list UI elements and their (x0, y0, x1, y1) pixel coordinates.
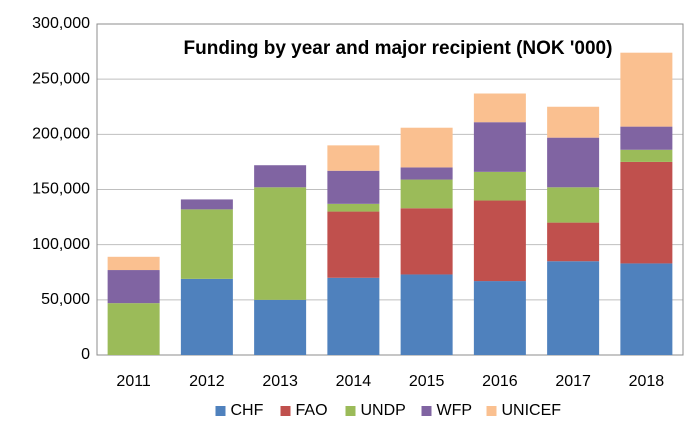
bar-segment (400, 274, 453, 355)
bar-segment (547, 106, 600, 138)
y-tick-label: 250,000 (32, 70, 90, 87)
bar-segment (620, 263, 673, 355)
bar-segment (327, 211, 380, 278)
legend-label: FAO (296, 402, 328, 419)
bar-segment (400, 179, 453, 209)
bar-segment (547, 222, 600, 262)
x-tick-label: 2016 (482, 373, 518, 390)
y-tick-label: 0 (81, 346, 90, 363)
legend-label: WFP (437, 402, 473, 419)
bar-segment (620, 161, 673, 264)
x-tick-label: 2014 (336, 373, 372, 390)
bar-segment (400, 127, 453, 168)
legend-label: UNDP (361, 402, 406, 419)
bar-segment (180, 209, 233, 279)
bar-segment (400, 167, 453, 180)
x-tick-label: 2017 (555, 373, 591, 390)
x-tick-label: 2018 (629, 373, 665, 390)
y-tick-label: 100,000 (32, 236, 90, 253)
bar-segment (620, 149, 673, 162)
bar-segment (107, 256, 160, 271)
legend-label: CHF (231, 402, 264, 419)
bar-segment (473, 200, 526, 282)
y-tick-label: 150,000 (32, 181, 90, 198)
legend-swatch (280, 406, 291, 416)
bar-segment (254, 299, 307, 355)
bar-segment (473, 171, 526, 201)
bar-segment (180, 278, 233, 355)
y-tick-label: 50,000 (41, 291, 90, 308)
bar-segment (620, 126, 673, 150)
bar-segment (254, 165, 307, 188)
bar-segment (547, 261, 600, 355)
x-tick-label: 2013 (262, 373, 298, 390)
bar-segment (400, 208, 453, 275)
x-tick-label: 2012 (189, 373, 225, 390)
y-tick-label: 200,000 (32, 126, 90, 143)
bar-segment (620, 52, 673, 127)
bar-segment (547, 137, 600, 188)
bar-segment (327, 203, 380, 212)
bar-segment (473, 93, 526, 123)
bar-segment (327, 170, 380, 204)
bar-segment (107, 303, 160, 355)
legend-label: UNICEF (502, 402, 562, 419)
bar-segment (180, 199, 233, 210)
legend-swatch (345, 406, 356, 416)
legend-swatch (215, 406, 226, 416)
bar-segment (547, 187, 600, 223)
bar-segment (473, 281, 526, 355)
bar-segment (254, 187, 307, 300)
x-tick-label: 2015 (409, 373, 445, 390)
bar-segment (327, 277, 380, 355)
bar-segment (107, 270, 160, 304)
chart-title: Funding by year and major recipient (NOK… (184, 38, 613, 59)
bar-segment (327, 145, 380, 171)
legend-swatch (421, 406, 432, 416)
y-tick-label: 300,000 (32, 15, 90, 32)
x-tick-label: 2011 (116, 373, 151, 390)
legend-swatch (486, 406, 497, 416)
plot-frame (96, 23, 684, 356)
bar-segment (473, 122, 526, 172)
